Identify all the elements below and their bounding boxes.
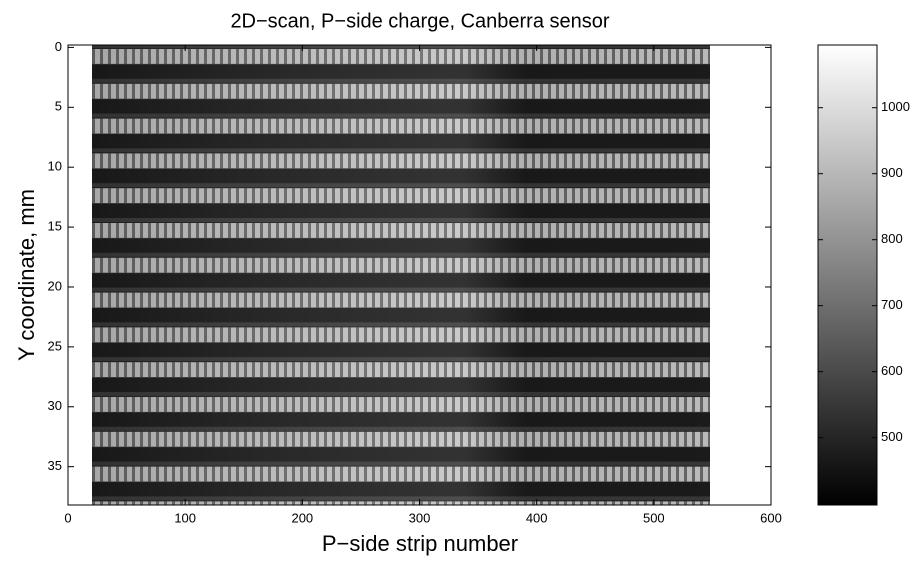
y-tick-label: 10 bbox=[48, 159, 62, 174]
x-tick-label: 600 bbox=[760, 510, 782, 525]
y-tick-label: 25 bbox=[48, 338, 62, 353]
y-tick-label: 5 bbox=[55, 99, 62, 114]
heatmap-shading bbox=[92, 45, 710, 505]
y-tick-label: 30 bbox=[48, 398, 62, 413]
colorbar-tick-label: 500 bbox=[881, 429, 903, 444]
x-tick-label: 100 bbox=[174, 510, 196, 525]
y-axis-label: Y coordinate, mm bbox=[14, 189, 39, 361]
colorbar-tick-label: 900 bbox=[881, 165, 903, 180]
x-tick-label: 0 bbox=[64, 510, 71, 525]
colorbar-tick-label: 1000 bbox=[881, 99, 910, 114]
colorbar-tick-label: 700 bbox=[881, 297, 903, 312]
x-tick-label: 400 bbox=[526, 510, 548, 525]
chart-title: 2D−scan, P−side charge, Canberra sensor bbox=[230, 10, 609, 32]
y-tick-label: 20 bbox=[48, 278, 62, 293]
colorbar-tick-label: 600 bbox=[881, 363, 903, 378]
y-tick-label: 35 bbox=[48, 458, 62, 473]
x-tick-label: 500 bbox=[643, 510, 665, 525]
y-tick-label: 15 bbox=[48, 219, 62, 234]
colorbar-tick-label: 800 bbox=[881, 231, 903, 246]
x-tick-label: 200 bbox=[291, 510, 313, 525]
colorbar bbox=[817, 44, 878, 506]
x-tick-label: 300 bbox=[409, 510, 431, 525]
y-tick-label: 0 bbox=[55, 39, 62, 54]
x-axis-label: P−side strip number bbox=[322, 531, 518, 556]
